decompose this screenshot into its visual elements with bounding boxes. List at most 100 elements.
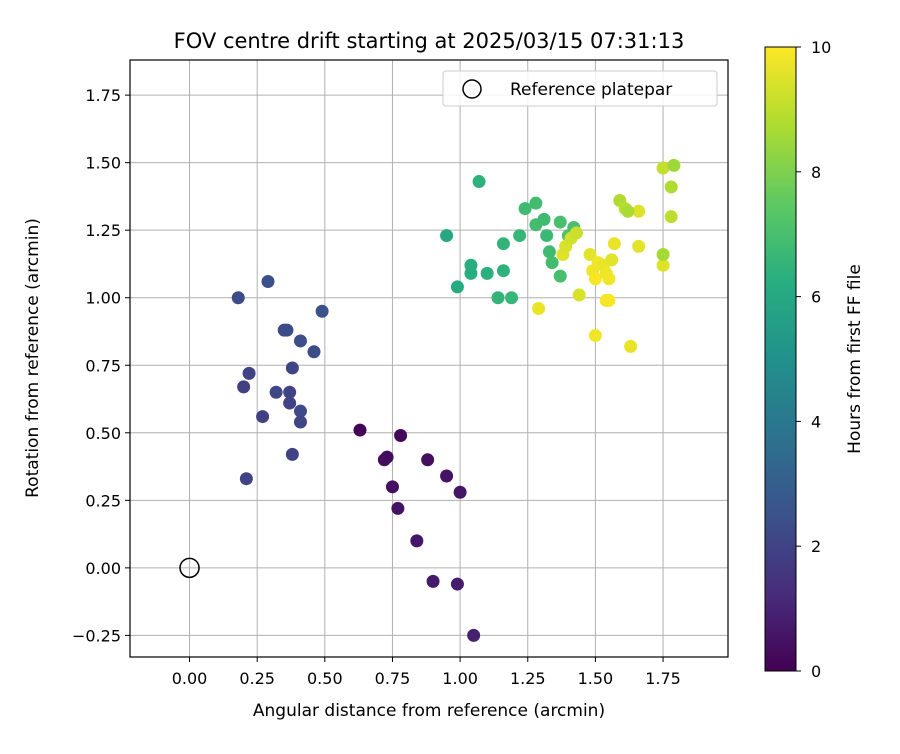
data-point bbox=[280, 323, 294, 337]
data-point bbox=[656, 247, 670, 261]
data-point bbox=[380, 450, 394, 464]
data-point bbox=[602, 272, 616, 286]
colorbar-label: Hours from first FF file bbox=[845, 264, 865, 454]
data-point bbox=[293, 334, 307, 348]
data-point bbox=[472, 175, 486, 189]
data-point bbox=[540, 229, 554, 243]
data-point bbox=[572, 288, 586, 302]
data-point bbox=[307, 345, 321, 359]
legend-marker-reference bbox=[462, 79, 482, 99]
x-tick-label: 0.50 bbox=[307, 669, 343, 688]
data-point bbox=[542, 245, 556, 259]
colorbar-ticks: 0 2 4 6 8 10 bbox=[796, 38, 831, 681]
data-point bbox=[242, 366, 256, 380]
data-point bbox=[256, 410, 270, 424]
data-point bbox=[269, 385, 283, 399]
y-axis-label: Rotation from reference (arcmin) bbox=[23, 218, 43, 498]
data-point bbox=[410, 534, 424, 548]
legend: Reference platepar bbox=[442, 70, 718, 107]
data-point bbox=[632, 204, 646, 218]
data-point bbox=[467, 628, 481, 642]
reference-layer bbox=[179, 557, 200, 579]
data-point bbox=[532, 302, 546, 316]
data-point bbox=[261, 275, 275, 289]
x-axis-label: Angular distance from reference (arcmin) bbox=[253, 701, 605, 721]
data-point bbox=[239, 472, 253, 486]
data-point bbox=[529, 218, 543, 232]
x-tick-label: 0.25 bbox=[239, 669, 275, 688]
data-point bbox=[293, 404, 307, 418]
data-point bbox=[440, 229, 454, 243]
x-tick-label: 1.75 bbox=[645, 669, 681, 688]
data-point bbox=[385, 480, 399, 494]
y-tick-label: 0.75 bbox=[85, 356, 121, 375]
y-tick-label: 0.25 bbox=[85, 491, 121, 510]
y-tick-label: 0.50 bbox=[85, 424, 121, 443]
data-point bbox=[453, 485, 467, 499]
data-point bbox=[231, 291, 245, 305]
data-point bbox=[518, 202, 532, 216]
data-point bbox=[656, 161, 670, 175]
colorbar-tick-label: 10 bbox=[811, 38, 831, 57]
data-point bbox=[426, 574, 440, 588]
data-point bbox=[496, 237, 510, 251]
data-point bbox=[664, 210, 678, 224]
data-point bbox=[529, 196, 543, 210]
data-point bbox=[440, 469, 454, 483]
reference-platepar-marker bbox=[179, 557, 200, 579]
data-point bbox=[496, 264, 510, 278]
data-point bbox=[421, 453, 435, 467]
data-point bbox=[545, 256, 559, 270]
data-point bbox=[553, 269, 567, 283]
data-point bbox=[605, 253, 619, 267]
data-point bbox=[664, 180, 678, 194]
y-tick-label: 1.75 bbox=[85, 86, 121, 105]
data-point bbox=[394, 428, 408, 442]
colorbar-tick-label: 2 bbox=[811, 537, 821, 556]
data-point bbox=[391, 501, 405, 515]
x-tick-label: 1.50 bbox=[578, 669, 614, 688]
x-axis: 0.00 0.25 0.50 0.75 1.00 1.25 1.50 1.75 bbox=[172, 657, 681, 688]
y-tick-label: 1.00 bbox=[85, 289, 121, 308]
data-point bbox=[505, 291, 519, 305]
data-point bbox=[450, 280, 464, 294]
data-point bbox=[480, 266, 494, 280]
data-point bbox=[607, 237, 621, 251]
data-point bbox=[464, 266, 478, 280]
x-tick-label: 0.75 bbox=[375, 669, 411, 688]
data-point bbox=[353, 423, 367, 437]
data-point bbox=[553, 215, 567, 229]
colorbar-gradient bbox=[764, 46, 797, 672]
data-point bbox=[285, 447, 299, 461]
data-points bbox=[231, 158, 681, 642]
colorbar-tick-label: 4 bbox=[811, 412, 821, 431]
colorbar-tick-label: 6 bbox=[811, 288, 821, 307]
data-point bbox=[285, 361, 299, 375]
data-point bbox=[588, 272, 602, 286]
data-point bbox=[632, 239, 646, 253]
y-tick-label: 1.50 bbox=[85, 154, 121, 173]
data-point bbox=[583, 247, 597, 261]
chart-title: FOV centre drift starting at 2025/03/15 … bbox=[174, 29, 685, 53]
y-tick-label: 0.00 bbox=[85, 559, 121, 578]
y-axis: −0.25 0.00 0.25 0.50 0.75 1.00 1.25 1.50 1.75 bbox=[72, 86, 130, 645]
colorbar-tick-label: 8 bbox=[811, 163, 821, 182]
data-point bbox=[667, 158, 681, 172]
data-point bbox=[621, 204, 635, 218]
x-tick-label: 1.00 bbox=[442, 669, 478, 688]
data-point bbox=[283, 396, 297, 410]
data-point bbox=[624, 339, 638, 353]
legend-box bbox=[442, 70, 718, 107]
x-tick-label: 0.00 bbox=[172, 669, 208, 688]
data-point bbox=[656, 258, 670, 272]
colorbar-tick-label: 0 bbox=[811, 662, 821, 681]
data-point bbox=[569, 226, 583, 240]
legend-label-reference: Reference platepar bbox=[510, 80, 672, 100]
grid-lines bbox=[130, 60, 728, 657]
data-point bbox=[237, 380, 251, 394]
x-tick-label: 1.25 bbox=[510, 669, 546, 688]
data-point bbox=[315, 304, 329, 318]
plot-area-frame bbox=[129, 59, 729, 658]
colorbar: 0 2 4 6 8 10 Hours from first FF file bbox=[764, 38, 865, 681]
